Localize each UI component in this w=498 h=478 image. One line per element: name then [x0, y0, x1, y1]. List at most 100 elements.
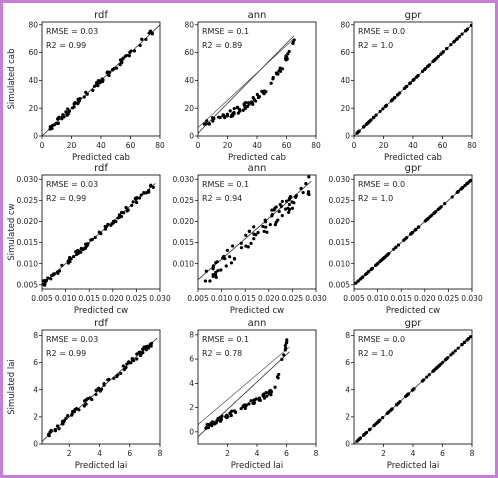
data-point — [274, 205, 278, 209]
data-point — [231, 244, 235, 248]
data-point — [139, 193, 143, 197]
axes-frame — [41, 329, 161, 445]
data-point — [239, 246, 244, 250]
data-point — [135, 200, 139, 205]
data-point — [94, 388, 98, 392]
data-point — [118, 58, 123, 62]
x-tick-label: 0 — [40, 141, 45, 150]
data-point — [269, 389, 273, 393]
y-axis-label: Simulated cab — [7, 49, 17, 110]
data-point — [46, 276, 50, 280]
data-point — [130, 358, 135, 362]
data-point — [55, 424, 60, 428]
data-point — [241, 404, 245, 409]
data-point — [249, 100, 254, 104]
data-point — [277, 209, 281, 214]
data-point — [422, 378, 426, 382]
data-point — [228, 255, 232, 259]
data-point — [284, 54, 288, 58]
data-point — [279, 204, 284, 208]
y-tick-label: 60 — [28, 48, 38, 57]
data-point — [456, 346, 460, 350]
y-tick-label: 0.025 — [329, 196, 351, 205]
subplot-rdf-cab: rdf 0 20 40 60 80 0 20 40 60 80 Predicted cab Simula… — [7, 10, 165, 163]
data-point — [273, 223, 277, 227]
y-tick-label: 0.010 — [329, 259, 351, 268]
data-point — [64, 416, 68, 420]
data-point — [389, 408, 393, 412]
y-tick-label: 80 — [184, 20, 194, 29]
data-point — [146, 346, 151, 350]
x-tick-label: 8 — [314, 449, 319, 458]
data-point — [287, 198, 291, 202]
x-tick-label: 0.015 — [390, 294, 412, 303]
y-tick-label: 0 — [189, 132, 194, 141]
data-point — [94, 392, 98, 397]
x-tick-label: 0.015 — [234, 294, 256, 303]
x-axis-label: Predicted cab — [228, 153, 286, 163]
data-point — [65, 113, 69, 117]
data-point — [264, 390, 268, 395]
y-tick-label: 0.030 — [17, 175, 39, 184]
data-point — [206, 426, 211, 430]
y-tick-label: 20 — [28, 104, 38, 113]
y-axis-label: Simulated lai — [7, 359, 17, 415]
data-point — [435, 365, 439, 370]
data-point — [410, 230, 415, 235]
data-point — [420, 69, 425, 73]
data-point — [50, 273, 54, 278]
data-point — [235, 106, 239, 110]
data-point — [280, 199, 284, 204]
data-point — [268, 222, 272, 227]
data-point — [81, 247, 85, 252]
data-point — [121, 364, 125, 368]
plot-area — [42, 24, 160, 136]
x-tick-label: 40 — [252, 141, 262, 150]
data-point — [443, 202, 447, 206]
data-point — [368, 427, 372, 431]
axes-frame — [197, 329, 317, 445]
data-point — [62, 419, 66, 423]
data-point — [205, 119, 209, 123]
data-point — [150, 31, 154, 35]
data-point — [242, 102, 246, 106]
subplot-gpr-cab: gpr 0 20 40 60 80 0 20 40 60 80 Predicted cab RMSE =… — [340, 10, 477, 163]
data-point — [42, 279, 45, 283]
data-point — [204, 122, 208, 126]
x-tick-label: 0.020 — [102, 294, 124, 303]
data-point — [151, 185, 155, 189]
data-point — [394, 245, 398, 249]
data-point — [434, 210, 438, 214]
data-point — [375, 262, 379, 266]
data-point — [439, 52, 443, 56]
data-point — [138, 43, 142, 48]
x-tick-label: 60 — [282, 141, 292, 150]
data-point — [275, 375, 280, 379]
y-tick-label: 40 — [28, 76, 38, 85]
data-point — [243, 106, 247, 111]
data-point — [111, 221, 116, 225]
y-tick-label: 0.025 — [17, 196, 39, 205]
x-axis-label: Predicted cw — [74, 306, 128, 316]
y-tick-label: 20 — [340, 104, 350, 113]
data-point — [249, 399, 253, 403]
r2-annotation: R2 = 0.99 — [46, 41, 86, 50]
x-tick-label: 0.030 — [305, 294, 327, 303]
data-point — [48, 430, 52, 434]
subplot-ann-lai: ann 2 4 6 8 0 2 4 6 8 Predicted lai RMSE = 0.1 R2 = … — [189, 318, 318, 471]
data-point — [106, 222, 110, 226]
data-point — [66, 107, 70, 111]
data-point — [396, 92, 400, 97]
data-point — [451, 351, 455, 355]
data-point — [60, 263, 64, 267]
subplot-title: gpr — [405, 318, 423, 329]
r2-annotation: R2 = 0.89 — [202, 41, 242, 50]
y-tick-label: 60 — [184, 48, 194, 57]
data-point — [364, 122, 368, 126]
data-point — [463, 29, 468, 33]
data-point — [82, 95, 86, 99]
data-point — [61, 113, 65, 117]
x-tick-label: 0.025 — [282, 294, 304, 303]
data-point — [398, 400, 402, 404]
data-point — [262, 229, 266, 233]
